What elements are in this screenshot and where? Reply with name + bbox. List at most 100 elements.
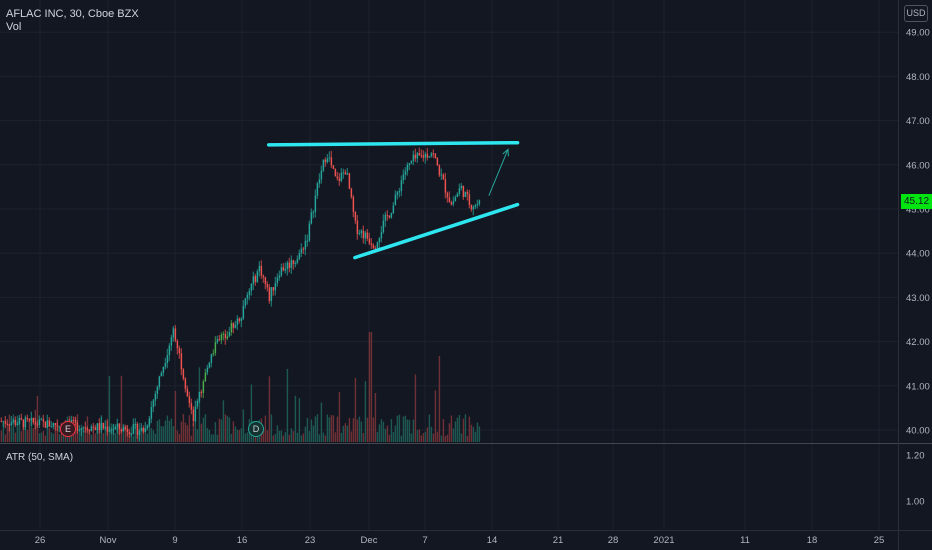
atr-indicator-label[interactable]: ATR (50, SMA) [6,452,74,463]
candle-body [118,423,121,430]
candle-body [38,419,41,425]
candle-body [258,265,261,272]
volume-bar [44,435,47,442]
volume-bar [274,433,277,442]
volume-bar [244,433,247,442]
candle-body [124,427,127,429]
candle-body [336,176,339,179]
candle-body [306,240,309,242]
candle-body [22,419,25,428]
earnings-event-icon[interactable]: E [60,421,76,437]
volume-bar [212,434,215,442]
volume-bar [370,332,373,442]
candle-body [450,202,453,205]
volume-bar [404,415,407,442]
candle-body [308,223,311,241]
currency-button[interactable]: USD [904,5,928,22]
volume-bar [276,425,279,442]
candle-body [40,419,43,421]
candle-body [122,427,125,432]
x-tick-label: 2021 [653,535,674,546]
y-tick-label: 40.00 [906,426,930,437]
volume-bar [32,428,35,442]
volume-bar [218,418,221,442]
volume-bar [28,419,31,442]
candle-body [50,426,53,428]
volume-label: Vol [6,21,22,33]
volume-bar [4,434,7,442]
projection-arrow[interactable] [488,149,509,196]
trendline-drawings[interactable] [266,140,520,260]
volume-bar [400,435,403,442]
volume-bar [294,395,297,442]
volume-bar [128,435,131,442]
volume-bar [232,421,235,442]
volume-bar [84,427,87,442]
candle-body [376,242,379,249]
volume-bar [330,415,333,442]
volume-bar [320,402,323,442]
volume-bar [10,426,13,442]
volume-bar [388,434,391,442]
volume-bar [182,414,185,442]
candle-body [212,353,215,355]
candle-body [310,212,313,224]
volume-bar [396,415,399,442]
volume-bar [214,422,217,442]
volume-bar [240,428,243,442]
volume-bar [178,433,181,442]
candle-body [54,422,57,426]
candle-body [264,277,267,285]
volume-bar [88,430,91,442]
volume-bar [236,429,239,442]
x-tick-label: 28 [608,535,619,546]
volume-bar [104,428,107,442]
candlestick-series [0,147,481,442]
volume-bar [338,392,341,442]
candle-body [26,417,29,420]
volume-bar [412,419,415,442]
volume-bar [384,428,387,442]
candle-body [56,425,59,427]
volume-bar [18,422,21,442]
volume-bar [194,421,197,442]
volume-bar [228,417,231,442]
candle-body [446,192,449,198]
candle-body [74,420,77,423]
dividend-event-icon[interactable]: D [248,421,264,437]
volume-bar [20,431,23,442]
candle-body [374,247,377,249]
volume-bar [438,355,441,442]
candle-body [172,328,175,338]
volume-bar [434,390,437,442]
volume-bar [314,416,317,442]
candle-body [190,403,193,410]
atr-tick-label: 1.20 [906,451,925,462]
candle-body [72,420,75,422]
volume-bar [102,433,105,442]
resistance-trendline[interactable] [266,140,520,147]
volume-bar [222,400,225,442]
volume-bar [346,425,349,442]
volume-bar [422,433,425,442]
volume-bar [466,435,469,442]
candle-body [92,426,95,428]
candle-body [296,259,299,263]
y-tick-label: 49.00 [906,28,930,39]
candle-body [318,179,321,184]
volume-bar [342,425,345,442]
volume-bar [42,430,45,442]
volume-bar [156,420,159,442]
candle-body [272,287,275,291]
chart-legend: AFLAC INC, 30, Cboe BZX Vol [6,8,139,34]
support-trendline[interactable] [353,202,520,260]
x-tick-label: Dec [361,535,378,546]
candle-body [276,277,279,284]
candle-body [84,427,87,429]
volume-bar [362,433,365,442]
candle-body [214,342,217,354]
candle-body [174,328,177,341]
volume-bar [96,429,99,442]
